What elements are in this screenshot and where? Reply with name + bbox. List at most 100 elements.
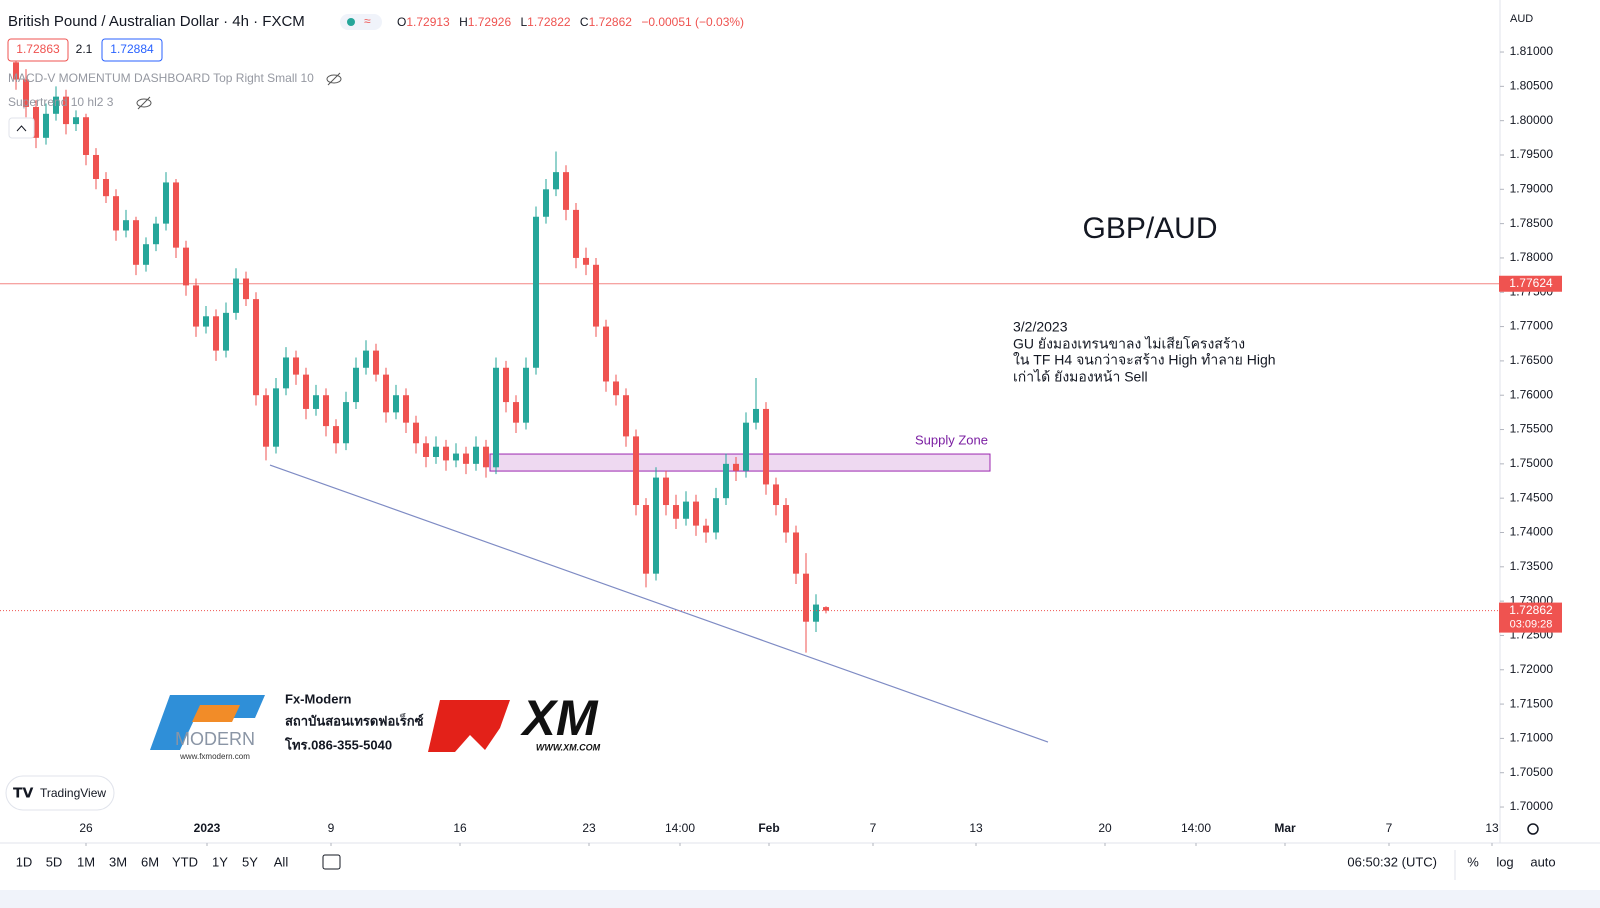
range-button[interactable]: All <box>274 854 289 869</box>
candle-body <box>243 278 249 300</box>
ohlc-value: 1.72926 <box>468 15 512 29</box>
candle-body <box>493 367 499 468</box>
x-tick-label: 13 <box>969 821 983 835</box>
scale-option[interactable]: auto <box>1530 854 1555 869</box>
y-tick-label: 1.76000 <box>1510 387 1554 401</box>
candle-body <box>33 106 39 138</box>
clock[interactable]: 06:50:32 (UTC) <box>1347 854 1437 869</box>
candle-body <box>443 446 449 461</box>
candle-body <box>723 463 729 499</box>
candle-body <box>703 525 709 533</box>
logo-text: www.fxmodern.com <box>179 752 250 761</box>
y-tick-label: 1.78500 <box>1510 216 1554 230</box>
collapse-button[interactable] <box>8 117 35 139</box>
range-button[interactable]: 6M <box>141 854 159 869</box>
candle-body <box>353 367 359 403</box>
note-line: เก่าได้ ยังมองหน้า Sell <box>1013 369 1148 385</box>
candle-body <box>623 395 629 437</box>
date-range-icon[interactable] <box>322 854 341 870</box>
eye-icon[interactable] <box>136 98 152 108</box>
candle-body <box>93 154 99 180</box>
candle-body <box>173 182 179 248</box>
spread: 2.1 <box>76 42 93 56</box>
ohlc-value: 1.72862 <box>589 15 633 29</box>
status-icon: ≈ <box>364 14 371 28</box>
eye-icon[interactable] <box>326 74 342 84</box>
candle-body <box>403 395 409 423</box>
candle-body <box>763 408 769 485</box>
plot-area: Supply Zone <box>0 52 1500 743</box>
candle-body <box>523 367 529 423</box>
candle-body <box>73 117 79 125</box>
range-button[interactable]: 3M <box>109 854 127 869</box>
range-button[interactable]: 5D <box>46 854 63 869</box>
candle-body <box>333 426 339 444</box>
scale-option[interactable]: % <box>1467 854 1479 869</box>
eye-slash <box>327 72 341 86</box>
candle-body <box>253 299 259 396</box>
candle-body <box>633 436 639 506</box>
candle-body <box>673 505 679 519</box>
supply-zone-label: Supply Zone <box>915 432 988 447</box>
candle-body <box>433 446 439 457</box>
logo-text: XM <box>520 690 599 746</box>
candle-body <box>393 395 399 413</box>
y-tick-label: 1.79500 <box>1510 147 1554 161</box>
candle-body <box>103 179 109 197</box>
bid-box[interactable] <box>7 38 69 62</box>
y-tick-label: 1.80500 <box>1510 79 1554 93</box>
range-button[interactable]: 5Y <box>242 854 258 869</box>
range-button[interactable]: 1Y <box>212 854 228 869</box>
y-tick-label: 1.76500 <box>1510 353 1554 367</box>
price-tag <box>1499 602 1562 633</box>
settings-icon[interactable] <box>1527 823 1539 835</box>
x-tick-label: 9 <box>328 821 335 835</box>
candle-body <box>313 395 319 409</box>
candle-body <box>603 326 609 382</box>
price-tag-label: 1.72862 <box>1509 603 1553 617</box>
ohlc-value: 1.72822 <box>527 15 571 29</box>
candle-body <box>13 62 19 80</box>
candle-body <box>203 316 209 327</box>
candle-body <box>813 604 819 622</box>
candle-body <box>413 422 419 444</box>
price-tag <box>1499 275 1562 292</box>
candle-body <box>113 196 119 231</box>
candle-body <box>273 388 279 447</box>
note-line: ใน TF H4 จนกว่าจะสร้าง High ทำลาย High <box>1013 352 1276 368</box>
y-tick-label: 1.73500 <box>1510 559 1554 573</box>
bid: 1.72863 <box>16 42 60 56</box>
tv-badge[interactable] <box>5 775 115 811</box>
range-button[interactable]: YTD <box>172 854 198 869</box>
candle-body <box>453 453 459 461</box>
x-tick-label: 16 <box>453 821 467 835</box>
y-tick-label: 1.70000 <box>1510 799 1554 813</box>
candle-body <box>483 446 489 468</box>
hide-icons[interactable] <box>136 72 342 110</box>
candle-body <box>123 220 129 231</box>
range-button[interactable]: 1M <box>77 854 95 869</box>
scale-option[interactable]: log <box>1496 854 1513 869</box>
candle-body <box>43 113 49 138</box>
candle-body <box>613 381 619 396</box>
y-tick-label: 1.80000 <box>1510 113 1554 127</box>
change: −0.00051 (−0.03%) <box>641 15 744 29</box>
candle-body <box>793 532 799 574</box>
y-tick-label: 1.70500 <box>1510 765 1554 779</box>
candle-body <box>233 278 239 313</box>
tv-icon: 𝗧𝗩 <box>13 785 34 801</box>
candle-body <box>223 312 229 351</box>
candle-body <box>473 446 479 464</box>
ask-box[interactable] <box>101 38 163 62</box>
range-button[interactable]: 1D <box>16 854 33 869</box>
candle-body <box>533 216 539 368</box>
currency[interactable]: AUD <box>1510 13 1533 25</box>
logo-text: Fx-Modern <box>285 691 352 706</box>
candle-body <box>683 501 689 519</box>
candle-body <box>53 96 59 114</box>
candle-body <box>63 96 69 125</box>
x-tick-label: 7 <box>870 821 877 835</box>
market-status <box>347 18 355 26</box>
status-pill <box>340 14 382 30</box>
logo-text: โทร.086-355-5040 <box>284 736 392 752</box>
